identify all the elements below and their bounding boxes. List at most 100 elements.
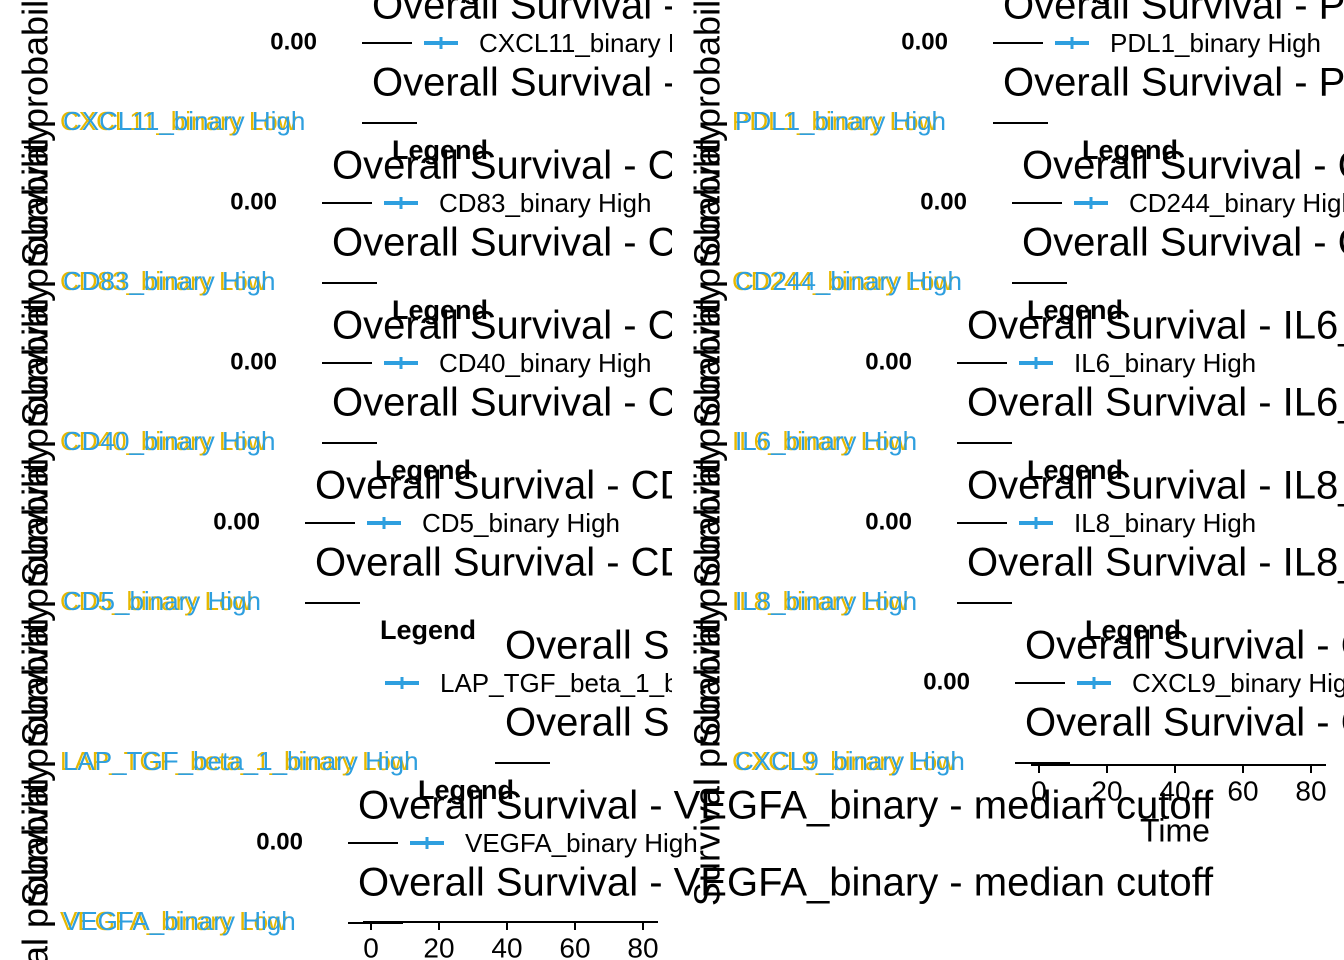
low-label: IL8_binary Low — [732, 586, 909, 616]
legend-entry: CD40_binary High — [439, 348, 651, 378]
panel-title: Overall Survival - CD40_binary - median … — [332, 304, 1157, 348]
high-label: IL6_binary High — [735, 426, 917, 456]
y-tick-label: 0.00 — [256, 828, 303, 855]
legend-entry: CD5_binary High — [422, 508, 620, 538]
legend-title: Legend — [380, 615, 476, 645]
low-label: CD5_binary Low — [60, 586, 252, 616]
panel-title: Overall Survival - VEGFA_binary - median… — [358, 784, 1214, 828]
y-tick-label: 0.00 — [230, 348, 277, 375]
high-label: CD5_binary High — [63, 586, 261, 616]
y-axis-label: Survival probability — [15, 604, 56, 906]
legend-title: Legend — [432, 0, 528, 5]
panel-title: Overall Survival - CXCL9_binary - median… — [1025, 624, 1344, 668]
low-label: CD244_binary Low — [732, 266, 953, 296]
panel-title: Overall Survival - CD83_binary - median … — [332, 144, 1157, 188]
x-tick-label: 40 — [491, 932, 522, 960]
panel-title: Overall Survival - IL6_binary - median c… — [967, 381, 1344, 425]
x-tick-label: 0 — [363, 932, 379, 960]
panel-title: Overall Survival - PDL1_binary - median … — [1003, 0, 1344, 28]
y-axis-label: Survival probability — [15, 444, 56, 746]
legend-entry: LAP_TGF_beta_1_binary High — [440, 668, 796, 698]
panel-title: Overall Survival - CD83_binary - median … — [332, 221, 1157, 265]
high-label: LAP_TGF_beta_1_binary High — [63, 746, 419, 776]
legend-title: Legend — [1063, 0, 1159, 5]
panel-title: Overall Survival - LAP_TGF_beta_1_binary… — [505, 624, 1344, 668]
high-label: IL8_binary High — [735, 586, 917, 616]
panel-title: Overall Survival - LAP_TGF_beta_1_binary… — [505, 701, 1344, 745]
y-axis-label: Survival probability — [687, 284, 728, 586]
high-label: CXCL11_binary High — [63, 106, 305, 136]
legend-entry: IL8_binary High — [1074, 508, 1256, 538]
y-axis-label: Survival probability — [15, 284, 56, 586]
y-tick-label: 0.00 — [865, 508, 912, 535]
x-tick-label: 80 — [627, 932, 658, 960]
panel-title: Overall Survival - CXCL11_binary - media… — [372, 61, 1243, 105]
x-tick-label: 80 — [1295, 775, 1326, 806]
low-label: LAP_TGF_beta_1_binary Low — [60, 746, 410, 776]
y-tick-label: 0.00 — [213, 508, 260, 535]
high-label: CD83_binary High — [63, 266, 275, 296]
high-label: VEGFA_binary High — [63, 906, 296, 936]
legend-entry: IL6_binary High — [1074, 348, 1256, 378]
low-label: CXCL11_binary Low — [60, 106, 297, 136]
x-tick-label: 20 — [1091, 775, 1122, 806]
legend-title: Legend — [392, 135, 488, 165]
legend-entry: CXCL9_binary High — [1132, 668, 1344, 698]
y-axis-label: Survival probability — [687, 444, 728, 746]
legend-title: Legend — [1082, 135, 1178, 165]
low-label: CD83_binary Low — [60, 266, 267, 296]
y-tick-label: 0.00 — [865, 348, 912, 375]
legend-entry: CXCL11_binary High — [479, 28, 721, 58]
high-label: CXCL9_binary High — [735, 746, 965, 776]
y-tick-label: 0.00 — [230, 188, 277, 215]
panel-title: Overall Survival - VEGFA_binary - median… — [358, 861, 1214, 905]
panel-title: Overall Survival - CXCL11_binary - media… — [372, 0, 1243, 28]
panel-title: Overall Survival - IL6_binary - median c… — [967, 304, 1344, 348]
y-tick-label: 0.00 — [923, 668, 970, 695]
y-tick-label: 0.00 — [270, 28, 317, 55]
x-tick-label: 40 — [1159, 775, 1190, 806]
panel-title: Overall Survival - CD5_binary - median c… — [315, 541, 1118, 585]
y-tick-label: 0.00 — [901, 28, 948, 55]
panel-title: Overall Survival - CD244_binary - median… — [1022, 221, 1344, 265]
high-label: CD244_binary High — [735, 266, 962, 296]
legend-title: Legend — [1027, 455, 1123, 485]
low-label: PDL1_binary Low — [732, 106, 937, 136]
panel-title: Overall Survival - CD244_binary - median… — [1022, 144, 1344, 188]
panel-title: Overall Survival - CD40_binary - median … — [332, 381, 1157, 425]
y-tick-label: 0.00 — [920, 188, 967, 215]
legend-entry: VEGFA_binary High — [465, 828, 698, 858]
legend-entry: PDL1_binary High — [1110, 28, 1321, 58]
panel-title: Overall Survival - CXCL9_binary - median… — [1025, 701, 1344, 745]
panel-title: Overall Survival - IL8_binary - median c… — [967, 541, 1344, 585]
y-axis-label: Survival probability — [687, 124, 728, 426]
y-axis-label: Survival probability — [15, 0, 56, 266]
x-axis-title: Time — [1140, 812, 1210, 848]
legend-entry: CD83_binary High — [439, 188, 651, 218]
x-tick-label: 60 — [559, 932, 590, 960]
legend-title: Legend — [418, 775, 514, 805]
y-axis-label: Survival probability — [15, 124, 56, 426]
high-label: CD40_binary High — [63, 426, 275, 456]
y-axis-label: Survival probability — [687, 604, 728, 906]
panel-title: Overall Survival - IL8_binary - median c… — [967, 464, 1344, 508]
legend-title: Legend — [1027, 295, 1123, 325]
legend-title: Legend — [1085, 615, 1181, 645]
legend-title: Legend — [392, 295, 488, 325]
low-label: CD40_binary Low — [60, 426, 267, 456]
panel-title: Overall Survival - CD5_binary - median c… — [315, 464, 1118, 508]
y-axis-label: Survival probability — [15, 764, 56, 960]
legend-entry: CD244_binary High — [1129, 188, 1344, 218]
